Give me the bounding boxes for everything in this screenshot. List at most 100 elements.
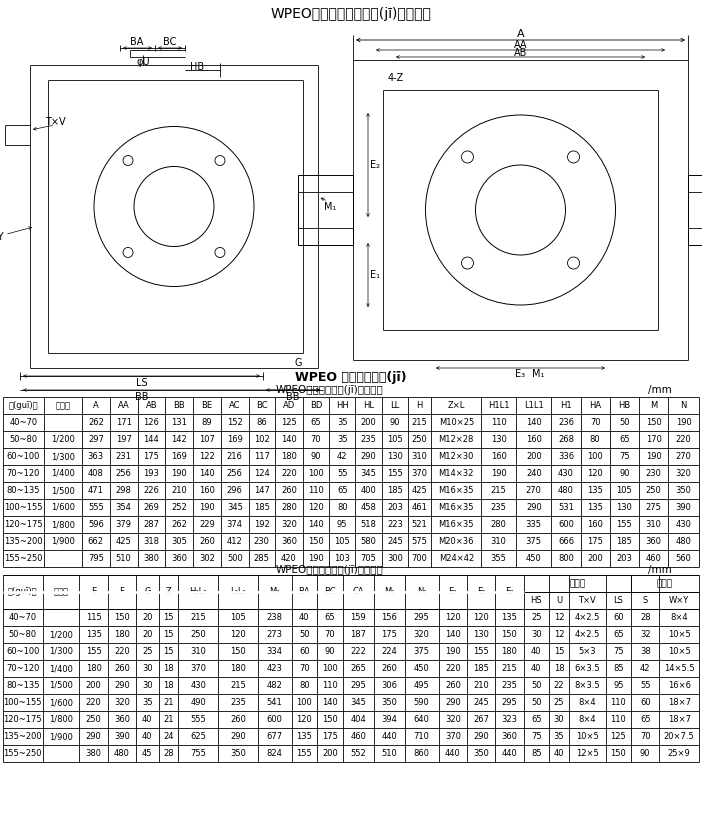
Text: U: U [556, 596, 562, 605]
Text: 40: 40 [531, 647, 541, 656]
Text: 187: 187 [350, 630, 366, 639]
Text: 180: 180 [114, 630, 130, 639]
Text: 260: 260 [230, 715, 246, 724]
Text: 35: 35 [337, 418, 347, 427]
Text: 268: 268 [558, 435, 574, 444]
Bar [298, 175, 353, 245]
Text: 390: 390 [114, 732, 130, 741]
Text: 1/400: 1/400 [49, 664, 73, 673]
Text: M16×35: M16×35 [439, 520, 474, 529]
Text: 38: 38 [640, 647, 651, 656]
Text: 65: 65 [613, 630, 623, 639]
Text: WPEO型蝸輪蝸桿減速機(jī)主要尺寸: WPEO型蝸輪蝸桿減速機(jī)主要尺寸 [270, 7, 432, 21]
Text: 360: 360 [281, 537, 297, 546]
Text: 42: 42 [337, 452, 347, 461]
Text: E₃: E₃ [515, 369, 526, 379]
Text: 75: 75 [619, 452, 630, 461]
Text: 120~175: 120~175 [4, 520, 43, 529]
Text: 15: 15 [164, 647, 174, 656]
Text: 260: 260 [199, 537, 215, 546]
Text: 減速比: 減速比 [55, 401, 70, 410]
Text: 輸出軸: 輸出軸 [657, 579, 673, 588]
Text: 440: 440 [445, 749, 461, 758]
Text: 374: 374 [227, 520, 243, 529]
Text: E₁: E₁ [477, 588, 486, 596]
Text: 379: 379 [116, 520, 132, 529]
Text: 310: 310 [412, 452, 428, 461]
Text: 18: 18 [163, 664, 174, 673]
Text: 142: 142 [171, 435, 187, 444]
Text: M20×36: M20×36 [439, 537, 474, 546]
Text: 55: 55 [640, 681, 651, 690]
Text: 125: 125 [611, 732, 626, 741]
Text: 65: 65 [619, 435, 630, 444]
Text: 298: 298 [116, 486, 131, 495]
Text: 260: 260 [445, 681, 461, 690]
Text: BB: BB [173, 401, 185, 410]
Text: 334: 334 [267, 647, 283, 656]
Text: 310: 310 [190, 647, 206, 656]
Text: 290: 290 [473, 732, 489, 741]
Text: 280: 280 [491, 520, 507, 529]
Text: 250: 250 [190, 630, 206, 639]
Text: 18×7: 18×7 [668, 715, 691, 724]
Text: 180: 180 [281, 452, 297, 461]
Text: 193: 193 [143, 469, 159, 478]
Text: 600: 600 [267, 715, 282, 724]
Text: 320: 320 [281, 520, 297, 529]
Text: 245: 245 [473, 698, 489, 707]
Text: 323: 323 [501, 715, 517, 724]
Text: 380: 380 [143, 554, 159, 563]
Text: 1/300: 1/300 [51, 452, 75, 461]
Text: M16×35: M16×35 [439, 486, 474, 495]
Text: HA: HA [589, 401, 601, 410]
Text: 640: 640 [413, 715, 430, 724]
Text: 440: 440 [381, 732, 397, 741]
Text: 175: 175 [381, 630, 397, 639]
Text: /mm: /mm [648, 565, 672, 575]
Text: M₂: M₂ [270, 588, 280, 596]
Text: 40: 40 [531, 664, 541, 673]
Text: 95: 95 [337, 520, 347, 529]
Text: 65: 65 [640, 715, 651, 724]
Text: 420: 420 [281, 554, 297, 563]
Text: 65: 65 [310, 418, 322, 427]
Text: 75: 75 [531, 732, 542, 741]
Text: E₂: E₂ [505, 588, 514, 596]
Text: 425: 425 [412, 486, 428, 495]
Text: 220: 220 [676, 435, 691, 444]
Text: 35: 35 [337, 435, 347, 444]
Text: 552: 552 [350, 749, 366, 758]
Text: 390: 390 [676, 503, 691, 512]
Text: N₁: N₁ [417, 588, 427, 596]
Text: 354: 354 [116, 503, 131, 512]
Text: 306: 306 [381, 681, 397, 690]
Text: 302: 302 [199, 554, 215, 563]
Text: 90: 90 [311, 452, 321, 461]
Text: 185: 185 [473, 664, 489, 673]
Text: 125: 125 [281, 418, 297, 427]
Text: 510: 510 [381, 749, 397, 758]
Text: 200: 200 [361, 418, 376, 427]
Text: Z×L: Z×L [448, 401, 465, 410]
Text: 345: 345 [361, 469, 376, 478]
Text: 15: 15 [554, 647, 564, 656]
Text: 256: 256 [227, 469, 243, 478]
Text: 155: 155 [296, 749, 312, 758]
Text: 65: 65 [337, 486, 347, 495]
Text: 70~120: 70~120 [6, 664, 39, 673]
Text: 117: 117 [254, 452, 270, 461]
Text: 495: 495 [414, 681, 430, 690]
Text: BA: BA [298, 588, 310, 596]
Text: 555: 555 [190, 715, 206, 724]
Text: 160: 160 [588, 520, 603, 529]
Text: 輸入軸: 輸入軸 [569, 579, 585, 588]
Text: 380: 380 [86, 749, 102, 758]
Text: 155: 155 [616, 520, 633, 529]
Text: 471: 471 [88, 486, 104, 495]
Text: 42: 42 [640, 664, 651, 673]
Text: 1/800: 1/800 [51, 520, 75, 529]
Text: BB: BB [135, 392, 148, 402]
Text: 336: 336 [558, 452, 574, 461]
Text: 60~100: 60~100 [7, 452, 40, 461]
